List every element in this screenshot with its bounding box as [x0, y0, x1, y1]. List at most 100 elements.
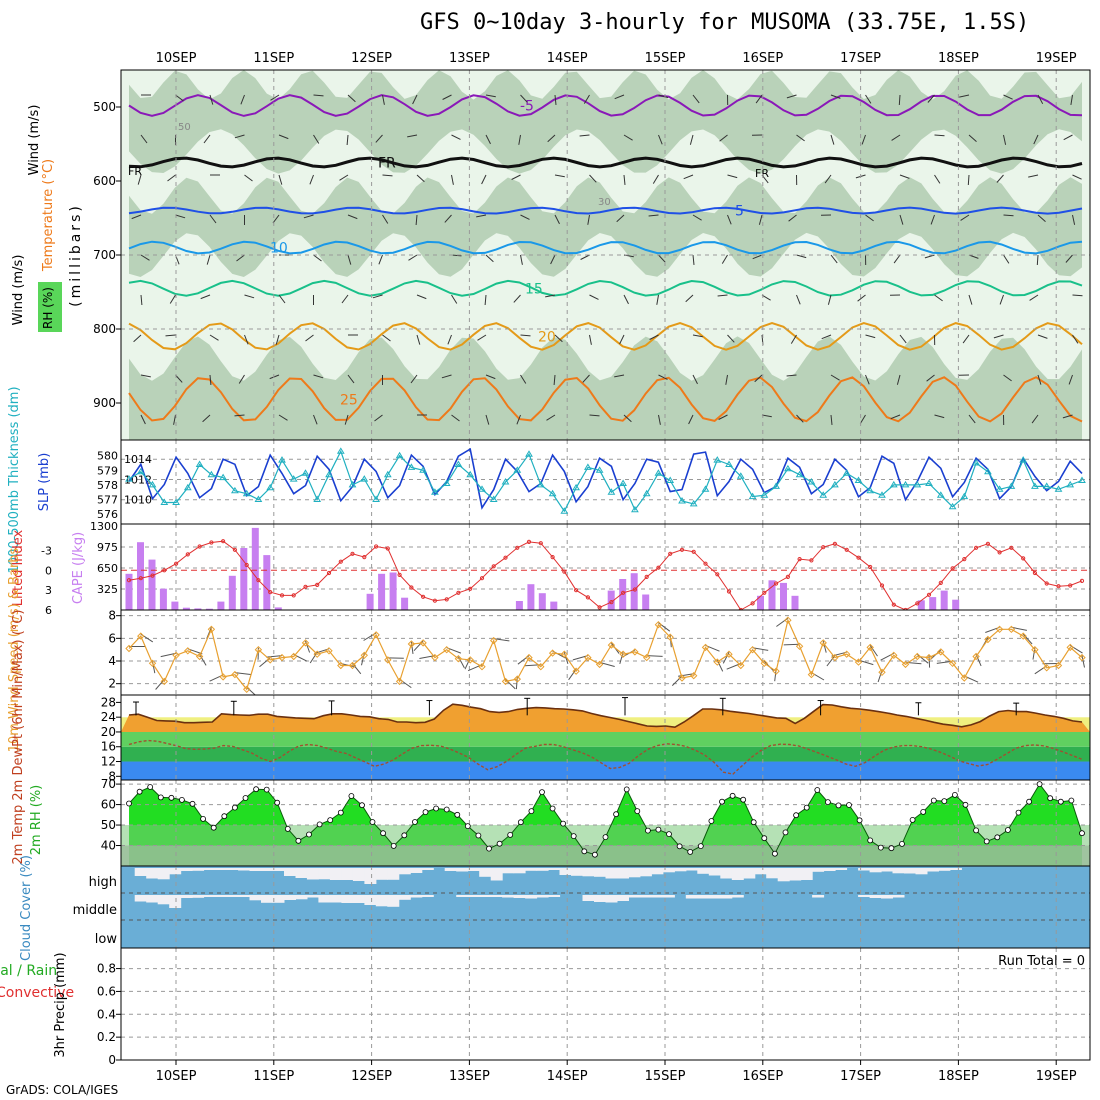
- wind-barb: [796, 134, 805, 142]
- cloud-cover-bar: [582, 895, 595, 901]
- cloud-cover-bar: [502, 895, 515, 898]
- cloud-cover-bar: [858, 895, 871, 897]
- rh2m-marker: [803, 804, 810, 811]
- footer-credit: GrADS: COLA/IGES: [6, 1083, 119, 1097]
- cloud-cover-bar: [892, 868, 905, 874]
- wind-tick-label: 6: [108, 631, 116, 645]
- wind-barb: [959, 94, 970, 98]
- rh2m-marker: [200, 816, 207, 822]
- cloud-cover-bar: [835, 868, 848, 870]
- wind-barb: [1036, 254, 1039, 266]
- thickness-marker: [125, 475, 133, 482]
- cloud-cover-bar: [536, 868, 549, 871]
- wind-barb: [821, 334, 832, 340]
- wind-barb: [481, 174, 487, 185]
- rh2m-marker: [602, 834, 609, 840]
- cloud-cover-bar: [203, 895, 216, 897]
- wind-barb: [582, 374, 590, 383]
- wind-barb: [1037, 214, 1046, 222]
- wind-barb: [303, 214, 314, 219]
- wind-barb-10m: [155, 679, 165, 690]
- wind-speed-marker: [289, 652, 298, 661]
- wind-barb: [962, 334, 970, 344]
- cape-bar: [630, 573, 638, 610]
- wind-barb: [1070, 94, 1073, 105]
- lifted-index-marker: [1056, 584, 1061, 589]
- rh2m-marker: [178, 797, 185, 803]
- cloud-cover-bar: [387, 868, 400, 880]
- cloud-cover-bar: [594, 895, 606, 902]
- wind-speed-marker: [584, 653, 592, 662]
- isotherm-line: [128, 322, 1083, 351]
- thickness-marker: [584, 463, 592, 470]
- cloud-cover-bar: [731, 868, 744, 880]
- wind-barb: [1037, 374, 1042, 385]
- thickness-tick-label: 580: [97, 450, 118, 463]
- wind-barb: [619, 334, 625, 345]
- wind-barb: [520, 94, 528, 103]
- thickness-marker: [407, 463, 416, 470]
- precip-tick-label: 0: [108, 1053, 116, 1067]
- rh2m-marker: [782, 829, 789, 836]
- precip-frame: [120, 947, 1091, 1061]
- lifted-index-marker: [362, 555, 367, 560]
- cloud-cover-bar: [685, 868, 698, 871]
- wind-barb: [658, 374, 668, 380]
- cloud-cover-bar: [594, 868, 606, 877]
- lifted-index-marker: [715, 572, 720, 577]
- isotherm-line: [128, 206, 1083, 215]
- wind-barb-10m: [568, 668, 577, 681]
- wind-barb: [899, 174, 910, 179]
- wind-barb: [859, 414, 866, 424]
- wind-barb: [447, 334, 452, 345]
- date-label-top: 16SEP: [742, 51, 783, 66]
- wind-barb: [589, 334, 592, 345]
- cloud-cover-bar: [662, 895, 675, 898]
- rh2m-marker: [253, 786, 260, 793]
- cape-bar: [217, 601, 225, 610]
- cape-bar: [940, 590, 948, 610]
- cloud-cover-bar: [249, 868, 262, 871]
- lifted-index-marker: [915, 601, 920, 606]
- wind-speed-marker: [278, 653, 286, 662]
- wind-barb: [727, 334, 735, 343]
- cape-bar: [527, 584, 535, 610]
- wind-barb: [786, 374, 797, 377]
- lifted-index-marker: [974, 545, 979, 550]
- wind-barb: [692, 374, 698, 385]
- wind-barb: [890, 414, 901, 420]
- wind-speed-marker: [313, 650, 321, 658]
- wind-barb: [1003, 254, 1010, 264]
- wind-speed-marker: [337, 661, 345, 670]
- thickness-marker: [748, 492, 757, 500]
- rh2m-marker: [443, 806, 450, 813]
- thickness-marker: [1031, 482, 1039, 489]
- rh2m-tick-label: 50: [101, 818, 116, 832]
- wind-barb: [692, 254, 695, 265]
- rh2m-band-low: [121, 845, 1090, 866]
- wind-barb: [865, 374, 870, 385]
- cloud-cover-bar: [479, 868, 492, 877]
- wind-speed-marker: [395, 677, 404, 686]
- thickness-marker: [736, 472, 745, 479]
- wind-barb: [1072, 174, 1082, 180]
- wind-barb: [718, 414, 728, 420]
- wind-barb: [658, 414, 661, 425]
- slp-tick-label: 1014: [124, 453, 152, 466]
- thickness-marker: [795, 470, 804, 478]
- wind-barb: [173, 414, 176, 425]
- rh2m-marker: [623, 786, 630, 793]
- wind-speed-marker: [642, 653, 651, 662]
- cloud-cover-bar: [341, 895, 354, 903]
- rh2m-marker: [136, 788, 143, 795]
- wind-barb: [827, 294, 832, 305]
- wind-barb: [721, 254, 728, 264]
- rh2m-marker: [433, 805, 440, 812]
- wind-barb: [206, 254, 211, 265]
- wind-barb: [137, 174, 142, 185]
- thickness-marker: [995, 485, 1004, 492]
- cloud-cover-bar: [238, 868, 251, 871]
- rh2m-marker: [856, 817, 863, 824]
- thickness-marker: [148, 480, 157, 488]
- temp-tick-label: 24: [101, 710, 116, 724]
